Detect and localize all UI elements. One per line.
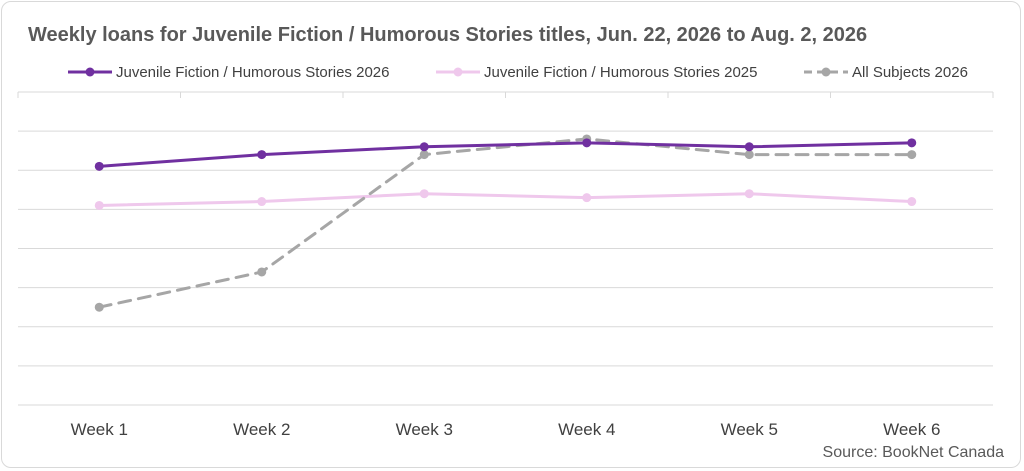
source-note: Source: BookNet Canada <box>822 444 1004 461</box>
chart-title: Weekly loans for Juvenile Fiction / Humo… <box>28 24 868 46</box>
series-2-point <box>94 200 104 210</box>
series-1-point <box>257 150 267 160</box>
x-tick-label: Week 5 <box>721 420 778 439</box>
legend-label-series-1: Juvenile Fiction / Humorous Stories 2026 <box>116 63 390 81</box>
legend-swatch-series-3 <box>804 67 848 77</box>
legend: Juvenile Fiction / Humorous Stories 2026… <box>0 60 1024 84</box>
series-1-point <box>907 138 917 148</box>
series-2-point <box>582 193 592 203</box>
legend-item-series-1: Juvenile Fiction / Humorous Stories 2026 <box>68 60 389 84</box>
series-1-point <box>582 138 592 148</box>
series-1-point <box>94 161 104 171</box>
legend-swatch-series-2 <box>436 67 480 77</box>
series-2-point <box>744 189 754 199</box>
x-tick-label: Week 4 <box>558 420 615 439</box>
series-3-point <box>907 150 917 160</box>
series-1-point <box>419 142 429 152</box>
series-line-3 <box>97 137 914 309</box>
series-3-point <box>257 267 267 277</box>
legend-label-series-2: Juvenile Fiction / Humorous Stories 2025 <box>484 63 758 81</box>
x-tick-label: Week 1 <box>71 420 128 439</box>
series-2-point <box>907 197 917 207</box>
series-3-point <box>744 150 754 160</box>
x-tick-label: Week 6 <box>883 420 940 439</box>
x-tick-label: Week 2 <box>233 420 290 439</box>
series-3-point <box>94 302 104 312</box>
series-line-1 <box>97 141 914 168</box>
legend-item-series-2: Juvenile Fiction / Humorous Stories 2025 <box>436 60 757 84</box>
legend-item-series-3: All Subjects 2026 <box>804 60 968 84</box>
series-2-point <box>257 197 267 207</box>
series-2-point <box>419 189 429 199</box>
x-tick-label: Week 3 <box>396 420 453 439</box>
series-3-point <box>419 150 429 160</box>
series-1-point <box>744 142 754 152</box>
legend-label-series-3: All Subjects 2026 <box>852 63 968 81</box>
series-line-2 <box>97 192 914 207</box>
legend-swatch-series-1 <box>68 67 112 77</box>
